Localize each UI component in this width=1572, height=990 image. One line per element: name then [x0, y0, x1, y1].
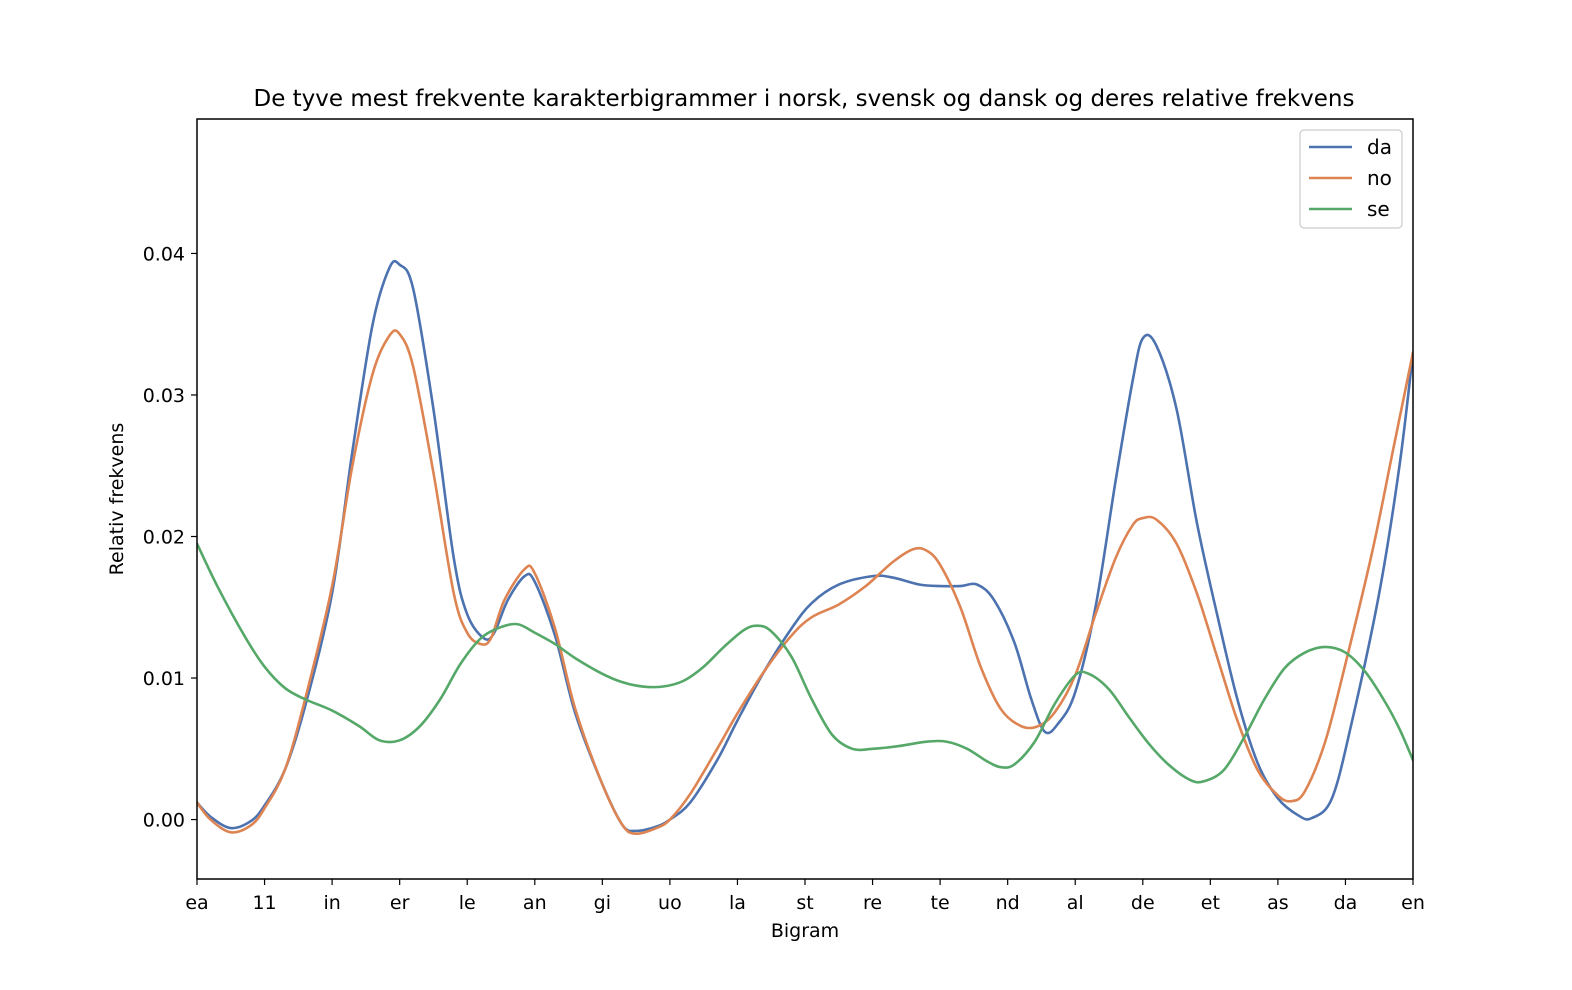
series-line-da	[197, 259, 1413, 833]
x-tick-label: 11	[252, 892, 276, 914]
x-tick-label: er	[390, 892, 410, 914]
x-tick-label: re	[863, 892, 882, 914]
x-tick-label: de	[1131, 892, 1155, 914]
y-tick-label: 0.00	[143, 810, 185, 832]
x-tick-label: da	[1334, 892, 1358, 914]
x-axis-label: Bigram	[771, 920, 839, 942]
x-tick-label: as	[1267, 892, 1289, 914]
y-tick-label: 0.01	[143, 668, 185, 690]
x-tick-label: la	[729, 892, 746, 914]
series-line-se	[197, 542, 1413, 784]
x-tick-label: le	[459, 892, 476, 914]
x-tick-label: ea	[185, 892, 208, 914]
x-tick-label: an	[523, 892, 547, 914]
legend-label-no: no	[1367, 166, 1392, 190]
x-tick-label: gi	[594, 892, 611, 914]
y-tick-label: 0.02	[143, 527, 185, 549]
legend: da no se	[1299, 129, 1403, 229]
y-axis-label: Relativ frekvens	[106, 423, 128, 576]
x-tick-label: st	[796, 892, 813, 914]
x-tick-label: uo	[658, 892, 682, 914]
y-tick-label: 0.03	[143, 385, 185, 407]
x-tick-label: nd	[996, 892, 1020, 914]
x-tick-label: en	[1401, 892, 1425, 914]
legend-label-da: da	[1367, 135, 1392, 159]
legend-label-se: se	[1367, 197, 1390, 221]
x-tick-label: et	[1201, 892, 1220, 914]
x-tick-label: te	[931, 892, 950, 914]
y-tick-label: 0.04	[143, 243, 185, 265]
y-axis: 0.00 0.01 0.02 0.03 0.04	[143, 243, 197, 832]
x-tick-label: in	[323, 892, 340, 914]
chart-title: De tyve mest frekvente karakterbigrammer…	[253, 86, 1354, 112]
series-layer	[197, 259, 1413, 836]
x-tick-label: al	[1067, 892, 1084, 914]
x-axis: ea 11 in er le an gi uo la st re te nd al de et as da en	[185, 879, 1425, 914]
